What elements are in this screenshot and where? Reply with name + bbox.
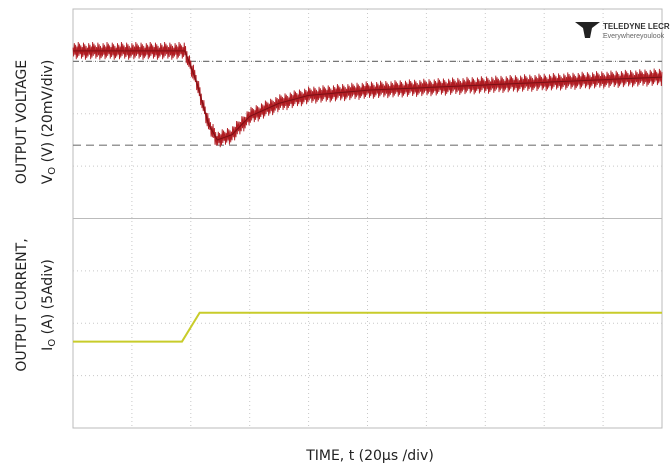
reference-lines	[73, 60, 662, 146]
logo-brand-text: TELEDYNE LECROY	[603, 22, 670, 31]
teledyne-logo-icon	[575, 22, 600, 38]
x-axis-label: TIME, t (20µs /div)	[306, 448, 434, 464]
current-trace	[73, 311, 662, 343]
logo-tagline-text: Everywhereyoulook	[603, 33, 665, 40]
voltage-trace	[72, 42, 663, 148]
grid	[72, 8, 663, 429]
voltage-ylabel-line1: OUTPUT VOLTAGE	[14, 60, 30, 184]
voltage-ylabel-line2: VO (V) (20mV/div)	[40, 60, 58, 185]
voltage-trace-mean	[73, 50, 663, 141]
traces	[72, 42, 663, 343]
teledyne-logo: TELEDYNE LECROY Everywhereyoulook	[575, 22, 670, 40]
current-ylabel-line1: OUTPUT CURRENT,	[14, 238, 30, 371]
current-ylabel-line2: IO (A) (5Adiv)	[40, 259, 58, 351]
